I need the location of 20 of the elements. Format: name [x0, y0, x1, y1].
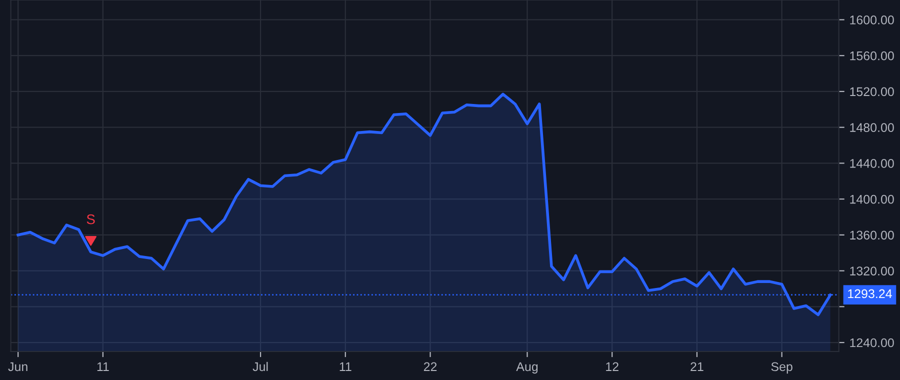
- y-tick-label: 1400.00: [850, 194, 894, 204]
- ref-line-label: 1293.24: [848, 289, 892, 298]
- y-tick-label: 1360.00: [850, 230, 894, 240]
- x-tick-label: 11: [97, 362, 109, 371]
- y-tick-label: 1600.00: [850, 16, 894, 24]
- x-tick-label: 12: [606, 362, 618, 371]
- x-tick-label: 22: [424, 362, 437, 371]
- y-tick-label: 1480.00: [850, 123, 894, 132]
- y-tick-label: 1520.00: [850, 87, 894, 96]
- y-tick-label: 1440.00: [850, 158, 894, 168]
- y-tick-label: 1560.00: [850, 51, 894, 60]
- y-tick-label: 1240.00: [850, 338, 894, 348]
- x-tick-label: 21: [690, 362, 704, 371]
- x-tick-label: Jul: [252, 362, 268, 372]
- x-tick-label: Aug: [516, 362, 538, 374]
- y-tick-label: 1320.00: [850, 266, 894, 276]
- x-tick-label: Sep: [771, 362, 792, 374]
- x-tick-label: 11: [340, 362, 352, 371]
- x-tick-label: Jun: [8, 362, 28, 372]
- annotation: S: [86, 214, 95, 224]
